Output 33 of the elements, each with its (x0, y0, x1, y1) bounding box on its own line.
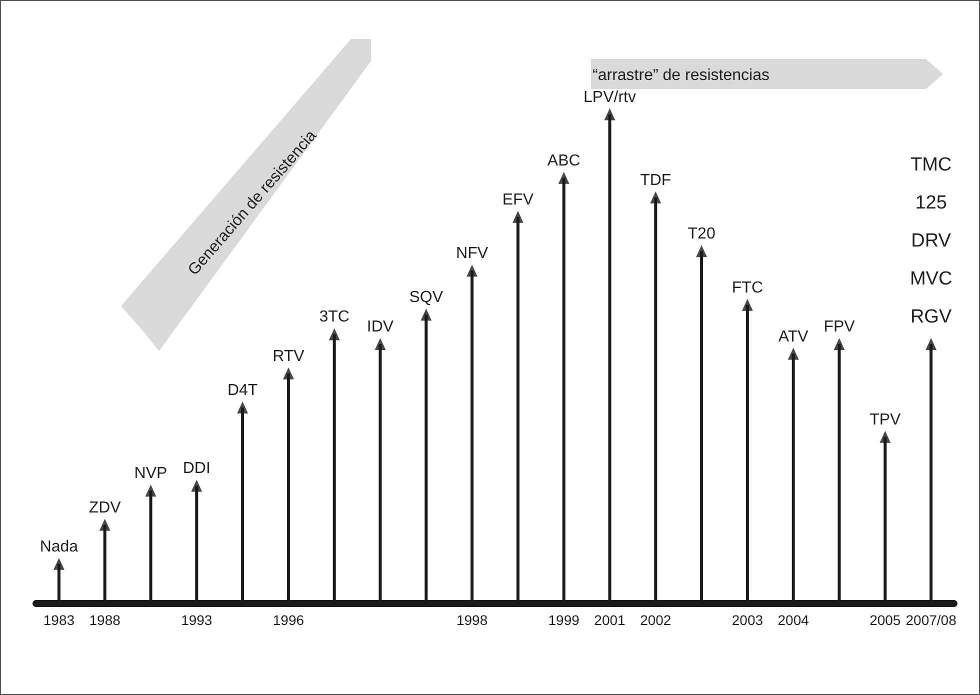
annotation: FPV (824, 318, 856, 336)
text: “arrastre” de resistencias (592, 67, 770, 84)
annotation: FTC (732, 279, 764, 296)
annotation: RTV (272, 348, 305, 365)
x-tick-label: 2004 (778, 612, 810, 628)
x-tick-label: 1998 (456, 612, 488, 628)
annotation: TMC 125 DRV MVC RGV (910, 154, 952, 328)
annotation: 3TC (319, 308, 350, 326)
x-tick-label: 1988 (89, 612, 121, 628)
x-tick-label: 2001 (594, 612, 626, 628)
annotation: ABC (547, 152, 580, 170)
x-tick-label: 1999 (548, 612, 580, 628)
annotation: D4T (227, 382, 258, 400)
annotation: NVP (134, 465, 168, 482)
annotation: LPV/rtv (584, 88, 636, 106)
annotation: IDV (366, 318, 394, 336)
annotation: EFV (502, 191, 534, 208)
annotation: TDF (640, 172, 672, 189)
x-tick-label: 2007/08 (906, 612, 957, 628)
x-tick-label: 2005 (870, 612, 901, 628)
annotation: ATV (778, 328, 809, 346)
x-tick-label: 1996 (272, 612, 304, 628)
annotation: Nada (40, 538, 78, 556)
x-tick-label: 2003 (732, 612, 764, 628)
annotation: SQV (409, 289, 444, 306)
annotation: T20 (688, 226, 716, 243)
x-tick-label: 1983 (43, 612, 75, 628)
annotation: DDI (182, 460, 210, 478)
x-tick-label: 2002 (640, 612, 672, 628)
annotation: NFV (456, 245, 488, 262)
annotation: TPV (870, 411, 902, 428)
annotation: ZDV (88, 499, 122, 516)
x-tick-label: 1993 (181, 612, 212, 628)
